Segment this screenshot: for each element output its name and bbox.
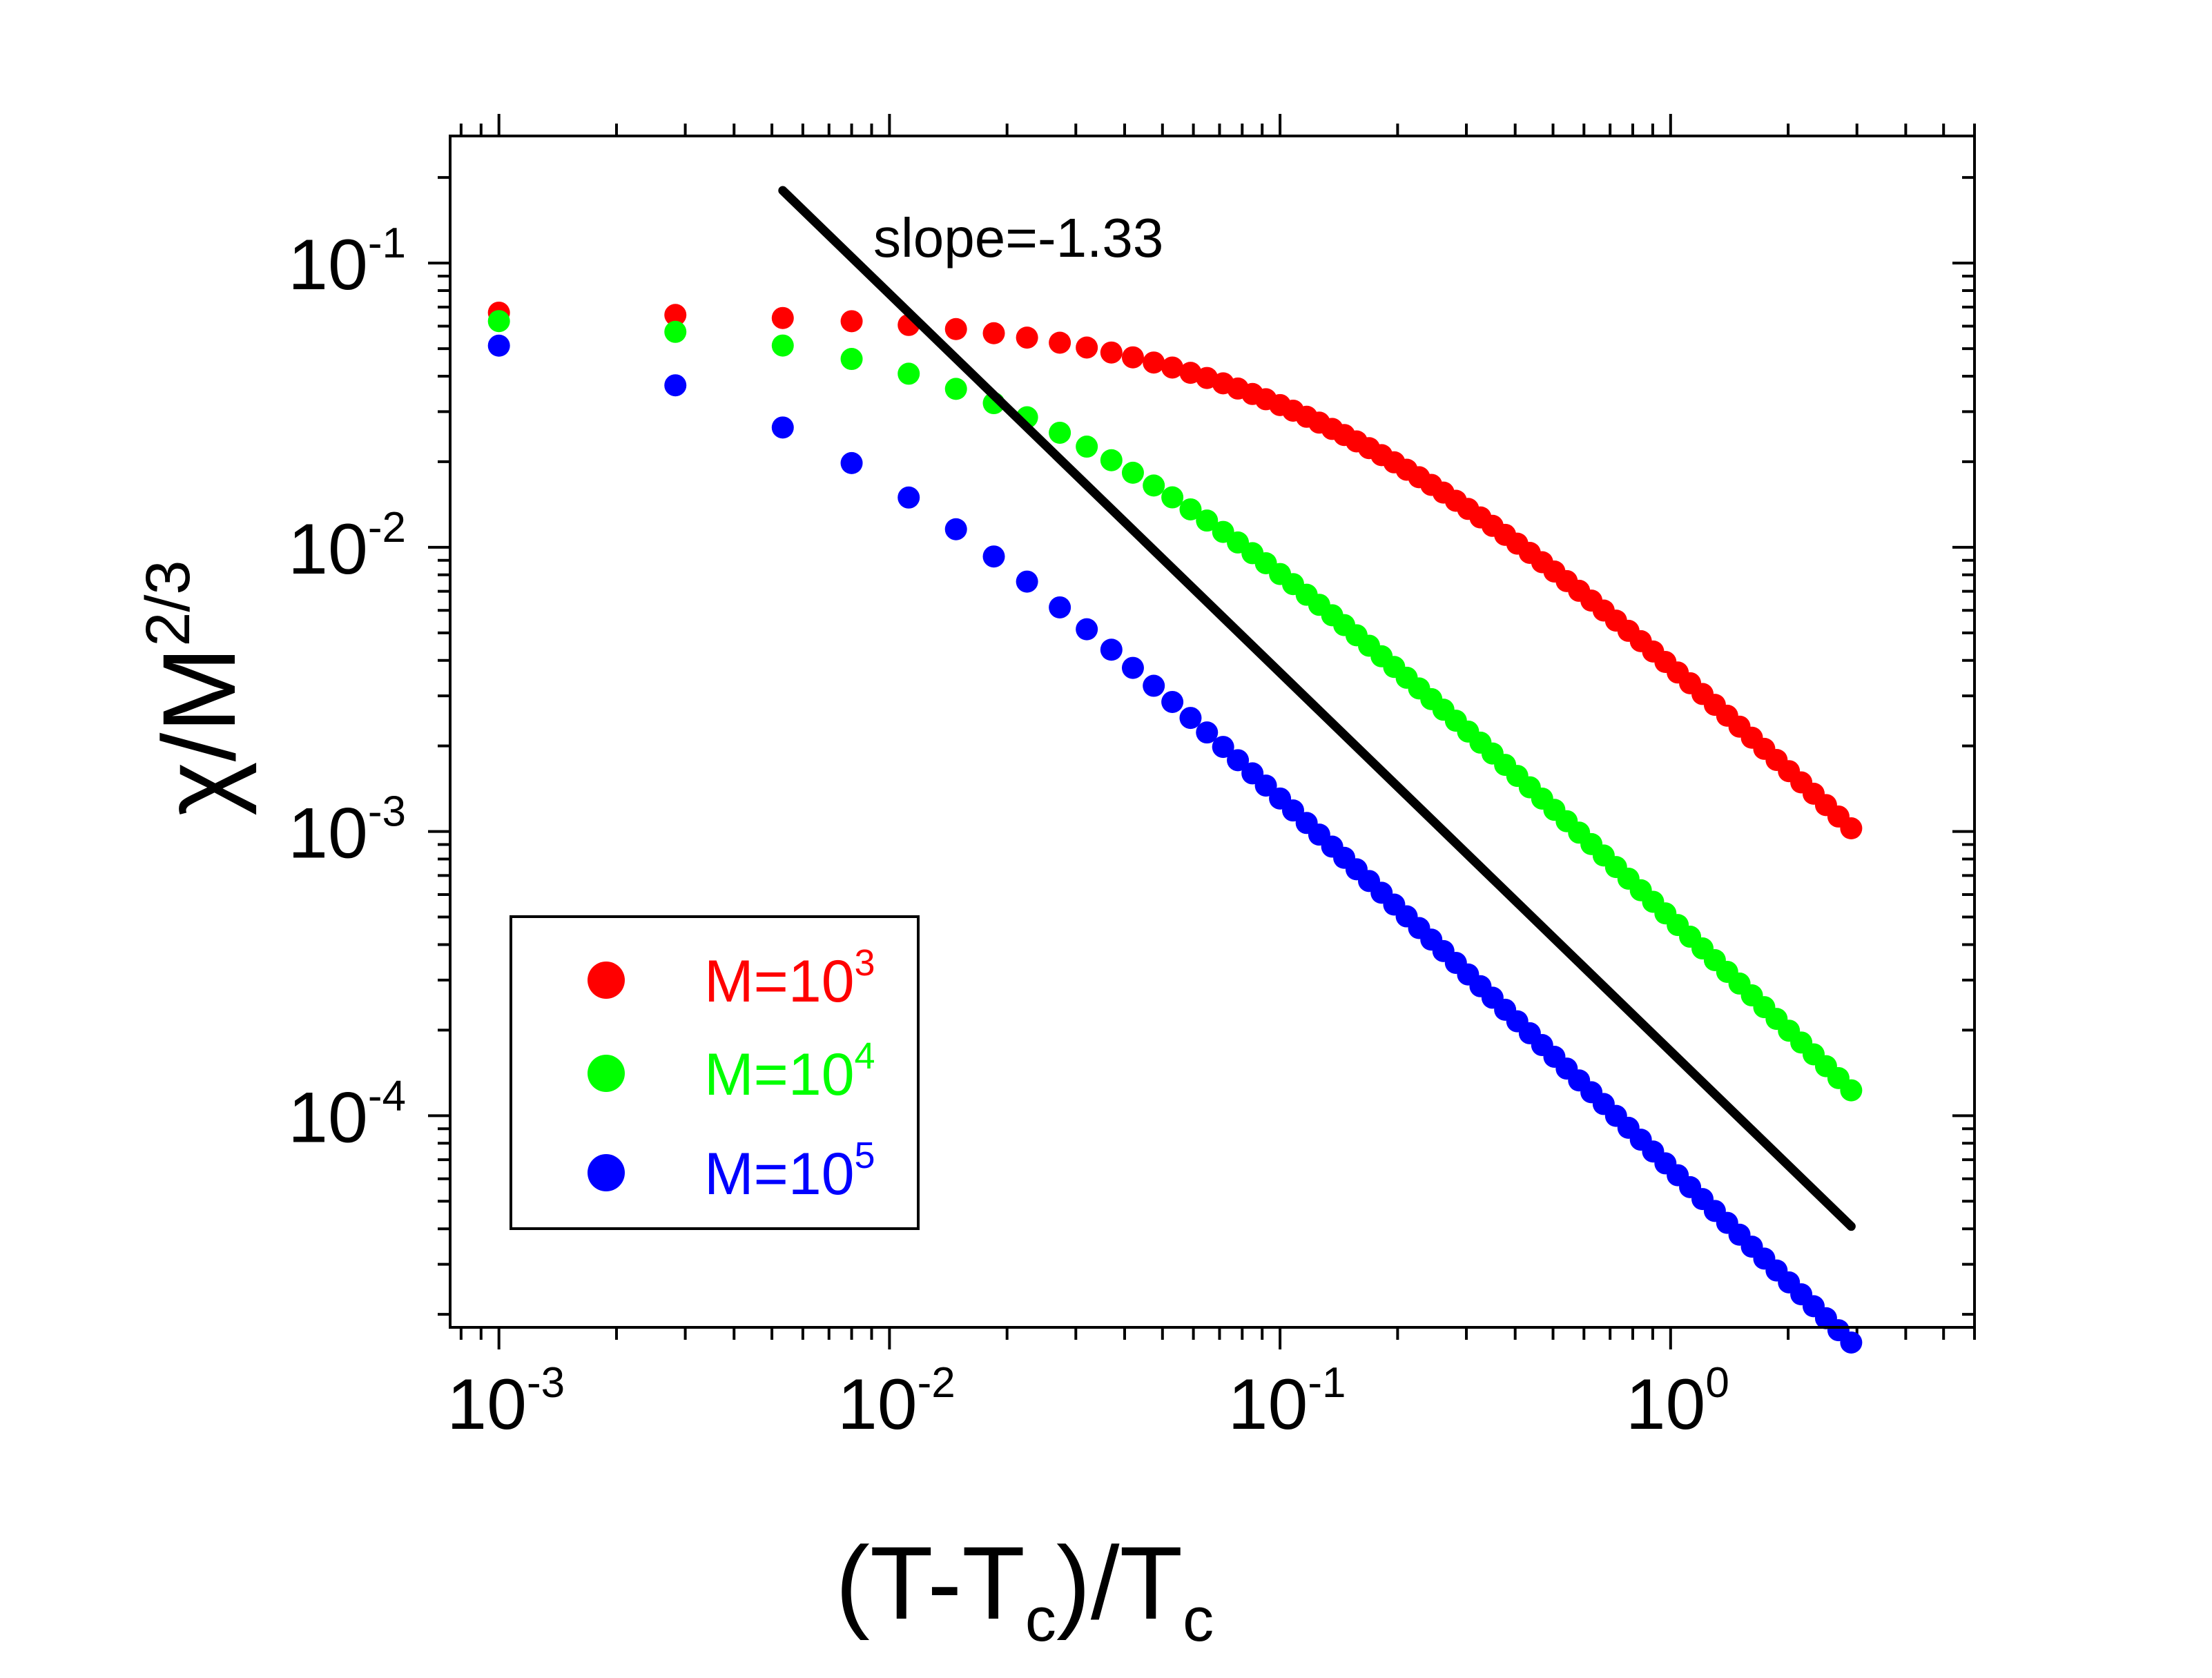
data-point — [1049, 596, 1071, 618]
data-point — [1212, 736, 1234, 759]
data-point — [771, 334, 794, 357]
major-ticks — [428, 114, 1975, 1349]
plot-frame — [449, 135, 1976, 1329]
data-point — [1196, 509, 1219, 532]
x-axis-title: (T-Tc)/Tc — [835, 1525, 1214, 1655]
data-point — [1076, 436, 1098, 458]
y-tick-label: 10-3 — [288, 788, 406, 874]
data-point — [898, 362, 920, 385]
data-point — [1049, 331, 1071, 354]
data-point — [1121, 656, 1144, 679]
data-point — [1143, 351, 1165, 374]
data-point — [1049, 421, 1071, 444]
data-point — [1161, 690, 1184, 713]
data-point — [1016, 326, 1038, 349]
data-point — [840, 451, 863, 474]
data-point — [1196, 721, 1219, 744]
series-3 — [487, 301, 1863, 840]
data-point — [982, 322, 1005, 344]
series-layer — [487, 301, 1863, 1354]
data-point — [1161, 356, 1184, 379]
y-tick-label: 10-2 — [288, 504, 406, 589]
series-4 — [487, 310, 1863, 1102]
data-point — [1121, 346, 1144, 369]
x-tick-label: 10-2 — [837, 1359, 955, 1445]
data-point — [771, 416, 794, 439]
data-point — [982, 545, 1005, 568]
legend-item: M=103 — [588, 942, 875, 1015]
data-point — [1143, 474, 1165, 497]
data-point — [1100, 638, 1123, 661]
data-point — [944, 518, 967, 540]
data-point — [1254, 774, 1277, 797]
x-tick-labels: 10-3 10-2 10-1 100 — [447, 1359, 1729, 1445]
data-point — [664, 304, 687, 326]
data-point — [664, 374, 687, 397]
data-point — [487, 334, 510, 357]
data-point — [1076, 336, 1098, 359]
data-point — [1179, 498, 1202, 520]
legend-item: M=105 — [588, 1135, 875, 1207]
legend-label: M=105 — [704, 1135, 875, 1207]
series-5 — [487, 334, 1863, 1354]
slope-annotation: slope=-1.33 — [873, 207, 1163, 269]
data-point — [1179, 707, 1202, 730]
data-point — [1840, 817, 1863, 840]
y-tick-label: 10-4 — [288, 1072, 406, 1158]
x-tick-label: 10-1 — [1228, 1359, 1346, 1445]
data-point — [1121, 461, 1144, 484]
legend-item: M=104 — [588, 1035, 875, 1108]
data-point — [1143, 674, 1165, 697]
data-point — [1100, 341, 1123, 364]
data-point — [1100, 449, 1123, 471]
fit-line — [778, 186, 1856, 1231]
data-point — [1076, 618, 1098, 641]
y-axis-title: χ/M2/3 — [134, 560, 257, 817]
data-point — [1016, 570, 1038, 593]
data-point — [898, 486, 920, 509]
x-tick-label: 10-3 — [447, 1359, 565, 1445]
data-point — [944, 378, 967, 400]
data-point — [1840, 1331, 1863, 1354]
legend-marker-blue — [588, 1154, 625, 1191]
x-tick-label: 100 — [1626, 1359, 1729, 1445]
legend-marker-red — [588, 962, 625, 999]
data-point — [840, 310, 863, 333]
data-point — [1840, 1079, 1863, 1102]
y-tick-label: 10-1 — [288, 219, 406, 305]
legend-label: M=103 — [704, 942, 875, 1015]
data-point — [1161, 486, 1184, 509]
data-point — [944, 318, 967, 340]
y-tick-labels: 10-1 10-2 10-3 10-4 — [288, 219, 406, 1158]
data-point — [840, 348, 863, 371]
legend-marker-green — [588, 1055, 625, 1092]
legend-label: M=104 — [704, 1035, 875, 1108]
data-point — [1227, 749, 1250, 772]
data-point — [487, 310, 510, 333]
data-point — [771, 306, 794, 329]
legend-box — [510, 915, 920, 1230]
legend: M=103 M=104 M=105 — [510, 915, 920, 1230]
minor-ticks — [438, 124, 1976, 1340]
data-point — [664, 320, 687, 343]
